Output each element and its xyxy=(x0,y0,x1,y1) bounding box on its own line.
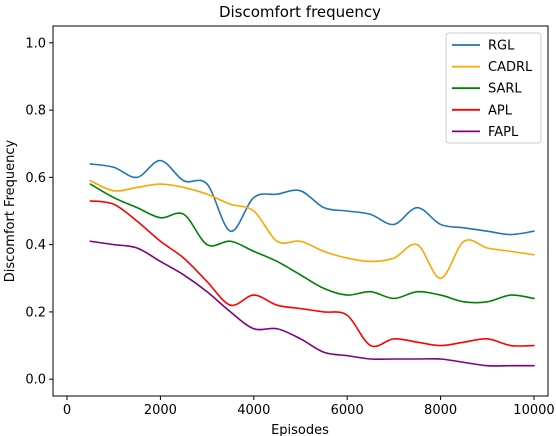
legend-label-cadrl: CADRL xyxy=(488,60,533,75)
series-line-cadrl xyxy=(89,179,535,280)
y-tick-label: 0.0 xyxy=(25,373,46,388)
legend-box xyxy=(445,32,542,144)
legend-label-rgl: RGL xyxy=(488,39,515,54)
series-line-rgl xyxy=(89,159,535,236)
y-tick-label: 0.6 xyxy=(25,171,46,186)
y-tick-label: 0.2 xyxy=(25,305,46,320)
y-tick-label: 1.0 xyxy=(25,36,46,51)
plot-frame xyxy=(52,25,549,397)
legend-label-fapl: FAPL xyxy=(488,125,519,140)
x-tick-label: 2000 xyxy=(144,403,177,418)
x-tick-label: 8000 xyxy=(424,403,457,418)
x-tick-label: 10000 xyxy=(513,403,554,418)
legend-label-apl: APL xyxy=(488,103,513,118)
x-tick-label: 0 xyxy=(63,403,71,418)
y-tick-label: 0.8 xyxy=(25,104,46,119)
series-line-fapl xyxy=(89,240,535,367)
x-axis-ticks: 0 2000 4000 6000 8000 10000 xyxy=(63,396,555,418)
series-line-sarl xyxy=(89,183,535,304)
series-layer xyxy=(89,159,535,367)
legend: RGL CADRL SARL APL FAPL xyxy=(445,32,542,144)
chart-title: Discomfort frequency xyxy=(219,3,381,21)
y-axis-ticks: 0.0 0.2 0.4 0.6 0.8 1.0 xyxy=(25,36,53,388)
series-line-apl xyxy=(89,200,535,348)
x-tick-label: 6000 xyxy=(331,403,364,418)
x-tick-label: 4000 xyxy=(237,403,270,418)
y-tick-label: 0.4 xyxy=(25,238,46,253)
x-axis-label: Episodes xyxy=(271,423,329,436)
y-axis-label: Discomfort Frequency xyxy=(3,139,18,282)
legend-label-sarl: SARL xyxy=(488,82,522,97)
